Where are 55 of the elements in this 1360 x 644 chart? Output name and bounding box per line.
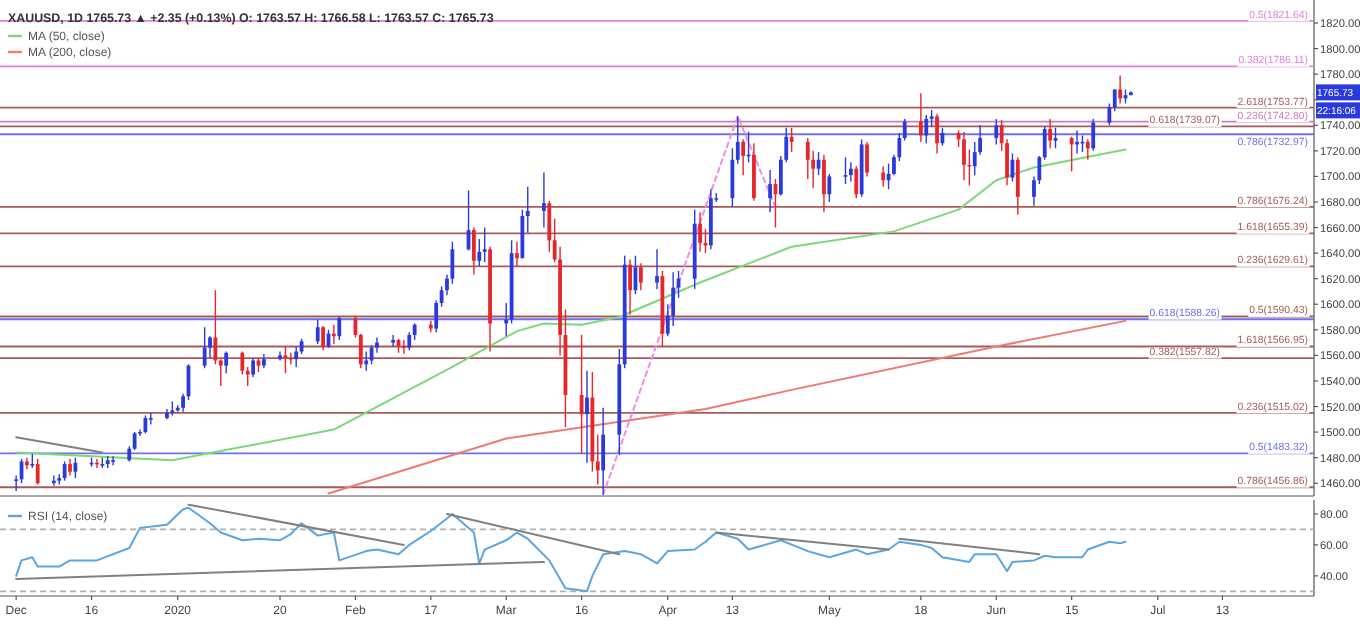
candlestick — [1015, 156, 1020, 216]
candlestick — [401, 339, 406, 355]
candlestick — [482, 226, 487, 263]
candlestick — [1091, 118, 1096, 152]
candlestick — [601, 407, 606, 496]
candlestick — [1048, 118, 1053, 149]
candlestick — [337, 316, 342, 341]
candlestick — [35, 458, 40, 486]
candlestick — [1118, 74, 1123, 105]
candlestick — [542, 171, 546, 229]
candlestick — [638, 262, 643, 291]
candlestick — [73, 456, 78, 479]
candlestick — [1069, 136, 1074, 172]
candlestick — [288, 352, 293, 366]
candlestick — [364, 350, 369, 372]
candlestick — [515, 240, 519, 267]
candlestick — [768, 169, 772, 213]
candlestick — [1085, 138, 1090, 161]
candlestick — [805, 137, 810, 180]
candlestick — [789, 127, 794, 153]
candlestick — [1053, 127, 1058, 149]
candlestick — [585, 370, 589, 464]
candlestick — [251, 357, 256, 378]
line-series — [327, 319, 1127, 495]
candlestick — [935, 113, 939, 155]
candlestick — [843, 156, 848, 185]
candlestick — [924, 114, 929, 144]
candlestick — [202, 326, 207, 369]
line-series — [15, 506, 1127, 593]
candlestick — [827, 173, 832, 203]
candlestick — [283, 345, 288, 374]
candlestick — [62, 460, 67, 482]
line-series — [15, 148, 1127, 462]
candlestick — [848, 161, 853, 183]
candlestick — [579, 334, 584, 455]
candlestick — [918, 92, 923, 143]
candlestick — [752, 142, 756, 202]
candlestick — [962, 130, 966, 181]
candlestick — [655, 248, 659, 290]
candlestick — [111, 455, 115, 467]
candlestick — [822, 153, 826, 213]
candlestick — [391, 334, 396, 348]
candlestick — [994, 118, 999, 146]
candlestick — [854, 165, 859, 199]
candlestick — [698, 211, 702, 253]
candlestick — [628, 258, 632, 316]
candlestick — [708, 188, 713, 250]
candlestick — [321, 325, 326, 351]
candlestick — [865, 141, 869, 178]
candlestick — [224, 350, 229, 374]
candlestick — [315, 318, 320, 345]
candlestick — [741, 138, 746, 176]
candlestick — [472, 226, 476, 276]
candlestick — [881, 165, 886, 188]
candlestick — [294, 345, 299, 368]
